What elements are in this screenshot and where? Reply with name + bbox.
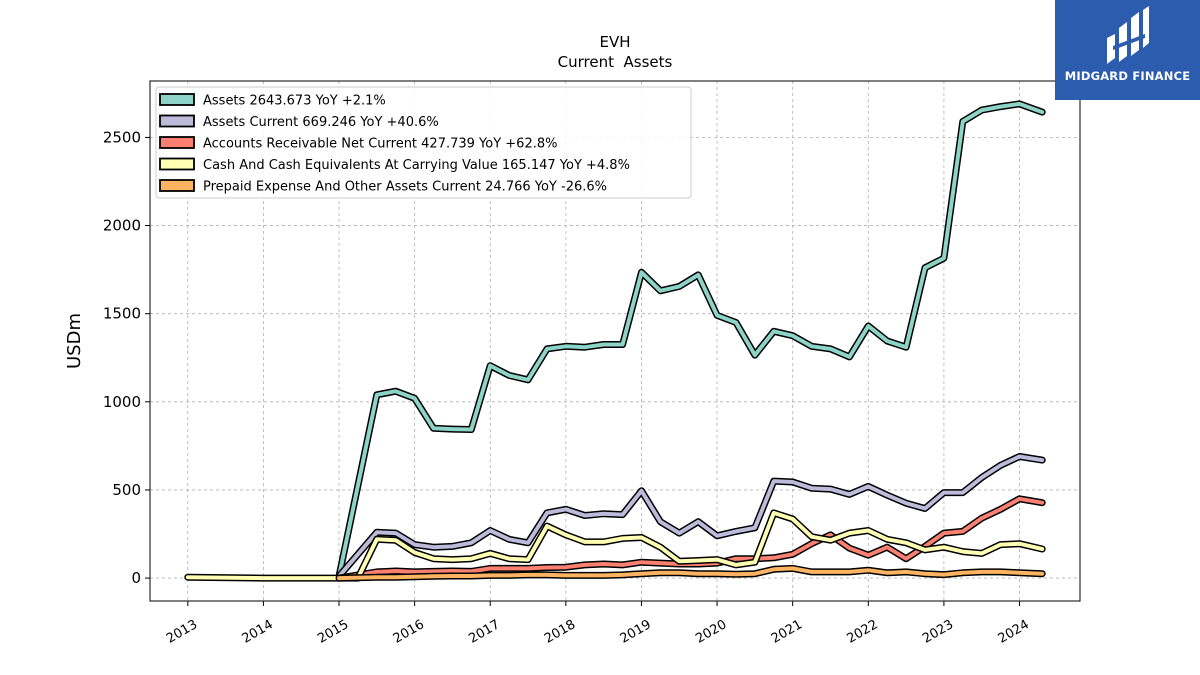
x-tick-label: 2013 [164,617,200,647]
series-stroke [337,454,1045,579]
x-tick-label: 2024 [996,617,1032,647]
x-tick-label: 2017 [466,617,502,647]
legend-swatch [159,114,195,128]
series-lines [184,100,1046,582]
y-tick-label: 1000 [103,393,141,411]
legend-item: Assets Current 669.246 YoY +40.6% [159,114,439,130]
x-tick-label: 2015 [315,617,351,647]
legend-label: Assets Current 669.246 YoY +40.6% [203,115,439,130]
legend-swatch [159,157,195,171]
series-stroke [337,101,1045,579]
legend-label: Accounts Receivable Net Current 427.739 … [203,137,558,152]
series-line-3 [184,509,1046,582]
legend-label: Cash And Cash Equivalents At Carrying Va… [203,158,630,173]
x-tick-label: 2023 [920,617,956,647]
x-tick-label: 2022 [844,617,880,647]
y-tick-label: 0 [131,569,141,587]
legend-box [155,86,692,199]
y-tick-label: 2500 [103,128,141,146]
series-line-0 [335,100,1046,580]
legend-item: Assets 2643.673 YoY +2.1% [159,93,386,109]
legend-item: Prepaid Expense And Other Assets Current… [159,179,607,195]
brand-name: MIDGARD FINANCE [1064,69,1191,83]
legend: Assets 2643.673 YoY +2.1% Assets Current … [155,86,692,199]
y-tick-label: 500 [112,481,141,499]
x-tick-label: 2019 [618,617,654,647]
x-tick-label: 2014 [240,617,276,647]
legend-label: Prepaid Expense And Other Assets Current… [203,180,607,195]
chart-subtitle: Current Assets [558,53,673,71]
x-tick-label: 2016 [391,617,427,647]
series-stroke [337,566,1045,581]
y-axis: 0 500 1000 1500 2000 2500 [103,128,150,587]
legend-item: Accounts Receivable Net Current 427.739 … [159,136,558,152]
plot-frame [149,80,1081,602]
y-axis-label: USDm [64,313,85,369]
y-tick-label: 1500 [103,305,141,323]
legend-swatch [159,179,195,192]
legend-swatch [159,136,195,149]
series-line-1 [335,453,1046,580]
x-axis: 2013 2014 2015 2016 2017 2018 2019 2020 2021 2022… [164,601,1032,647]
legend-label: Assets 2643.673 YoY +2.1% [203,94,386,109]
series-line-2 [335,495,1046,582]
brand-logo-icon [1107,6,1149,64]
chart-title: EVH [599,33,630,51]
series-stroke [185,510,1045,581]
x-tick-label: 2021 [769,617,805,647]
x-tick-label: 2020 [693,617,729,647]
series-line-4 [335,564,1046,582]
x-tick-label: 2018 [542,617,578,647]
legend-swatch [159,93,195,106]
brand-logo: MIDGARD FINANCE [1055,0,1200,100]
y-tick-label: 2000 [103,217,141,235]
legend-item: Cash And Cash Equivalents At Carrying Va… [159,157,630,173]
